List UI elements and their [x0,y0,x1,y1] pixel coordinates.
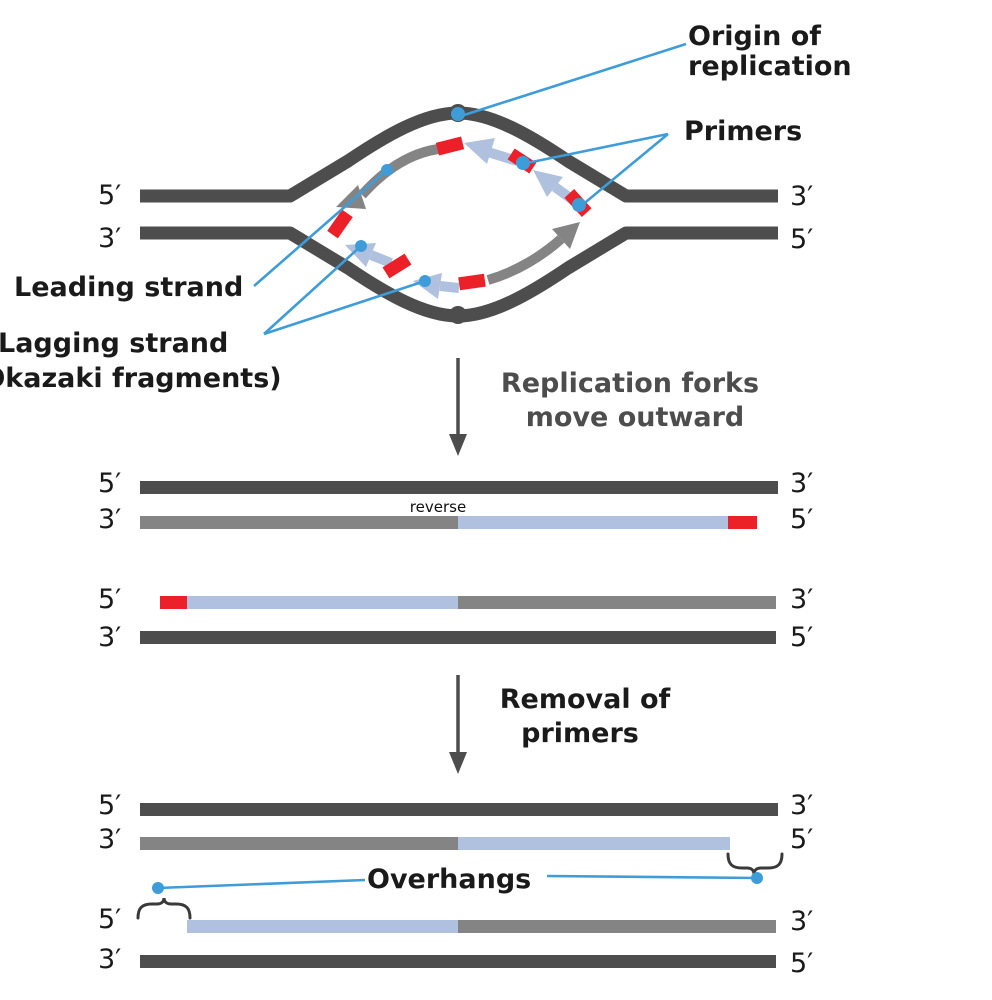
terminal-label: 3′ [98,944,121,975]
okazaki-fragment-1-head [464,138,495,164]
primer-dot-2 [572,198,586,212]
terminal-label: 3′ [790,181,813,212]
origin-label-line2: replication [688,51,852,82]
terminal-label: 3′ [790,584,813,615]
primer-rect [327,209,353,239]
primer-dot-1 [516,156,530,170]
okazaki-fragment-2-head [533,170,563,197]
terminal-label: 5′ [790,622,813,653]
step1-label-line1: Replication forks [501,368,759,399]
replication-bubble: Origin of replication Primers Leading st… [0,21,852,394]
leading-strand-left-arrowhead [336,185,366,209]
terminal-label: 5′ [790,504,813,535]
overhang-brace-left [136,897,192,920]
step2-label-line2: primers [521,718,639,749]
terminal-label: 5′ [98,468,121,499]
duplex2-bottom-strand [140,955,776,968]
duplex1-top-strand [140,803,778,816]
terminal-label: 3′ [98,622,121,653]
duplex1-bottom-new [458,837,730,850]
section2: reverse 5′ 3′ 3′ 5′ 5′ 3′ 3′ 5′ [98,468,813,653]
duplex2-primer [160,596,187,609]
primer-rect [382,253,412,279]
step1-group: Replication forks move outward [449,358,759,456]
okazaki-fragment-4-body [439,281,460,293]
okazaki-fragment-3-head [345,243,376,267]
reverse-note: reverse [410,498,466,516]
step2-group: Removal of primers [449,675,671,774]
terminal-label: 3′ [98,223,121,254]
terminal-label: 3′ [98,504,121,535]
parental-strand-top [140,106,778,203]
terminal-label: 5′ [790,224,813,255]
lagging-dot-1 [355,240,367,252]
overhang-brace-right [726,852,784,875]
duplex1-bottom-template [140,516,458,529]
overhangs-line-left [157,878,366,890]
overhang-dot-left [152,882,164,894]
primer-rect [435,136,465,156]
terminal-label: 5′ [98,904,121,935]
terminal-label: 5′ [98,180,121,211]
origin-dot [451,107,465,121]
down-arrow-1-head [449,434,467,456]
duplex2-top-template [458,596,776,609]
duplex2-bottom-strand [140,631,776,644]
leading-strand-left-arrow [358,144,439,199]
terminal-label: 3′ [790,468,813,499]
terminal-label: 3′ [790,906,813,937]
terminal-label: 5′ [98,584,121,615]
lagging-callout-line-1 [263,245,362,335]
origin-label-line1: Origin of [688,21,821,52]
terminal-label: 3′ [790,790,813,821]
overhangs-label: Overhangs [367,864,531,895]
leading-strand-right-arrowhead [552,222,580,249]
duplex1-top-strand [140,481,778,494]
duplex1-bottom-new [458,516,728,529]
terminal-label: 3′ [98,824,121,855]
lagging-strand-label-line1: Lagging strand [0,328,228,359]
duplex2-top-template [458,920,776,933]
primers-label: Primers [684,116,802,147]
overhangs-line-right [546,874,758,880]
primers-callout-line-2 [580,132,669,208]
origin-bump-bottom [449,306,467,324]
okazaki-fragment-3-body [369,250,393,268]
section3: 5′ 3′ 3′ 5′ Overhangs 5′ 3′ 3′ 5′ [98,790,813,979]
primer-rect [458,273,486,291]
step2-label-line1: Removal of [500,684,671,715]
duplex2-top-new [187,596,458,609]
primer-segments [327,136,592,291]
leading-strand-right-arrow [486,235,565,285]
leading-callout-line [253,169,388,287]
lagging-callout-line-2 [263,279,426,336]
down-arrow-2-head [449,752,467,774]
primers-callout-line-1 [526,132,669,165]
leading-dot [381,164,393,176]
terminal-label: 5′ [790,824,813,855]
leading-strand-label: Leading strand [14,272,243,303]
step1-label-line2: move outward [526,402,744,433]
duplex2-top-new [187,920,458,933]
duplex1-primer [728,516,757,529]
lagging-dot-2 [419,275,431,287]
terminal-label: 5′ [98,790,121,821]
terminal-label: 5′ [790,948,813,979]
origin-callout-line [460,42,687,118]
lagging-strand-label-line2: (Okazaki fragments) [0,363,282,394]
duplex1-bottom-template [140,837,458,850]
